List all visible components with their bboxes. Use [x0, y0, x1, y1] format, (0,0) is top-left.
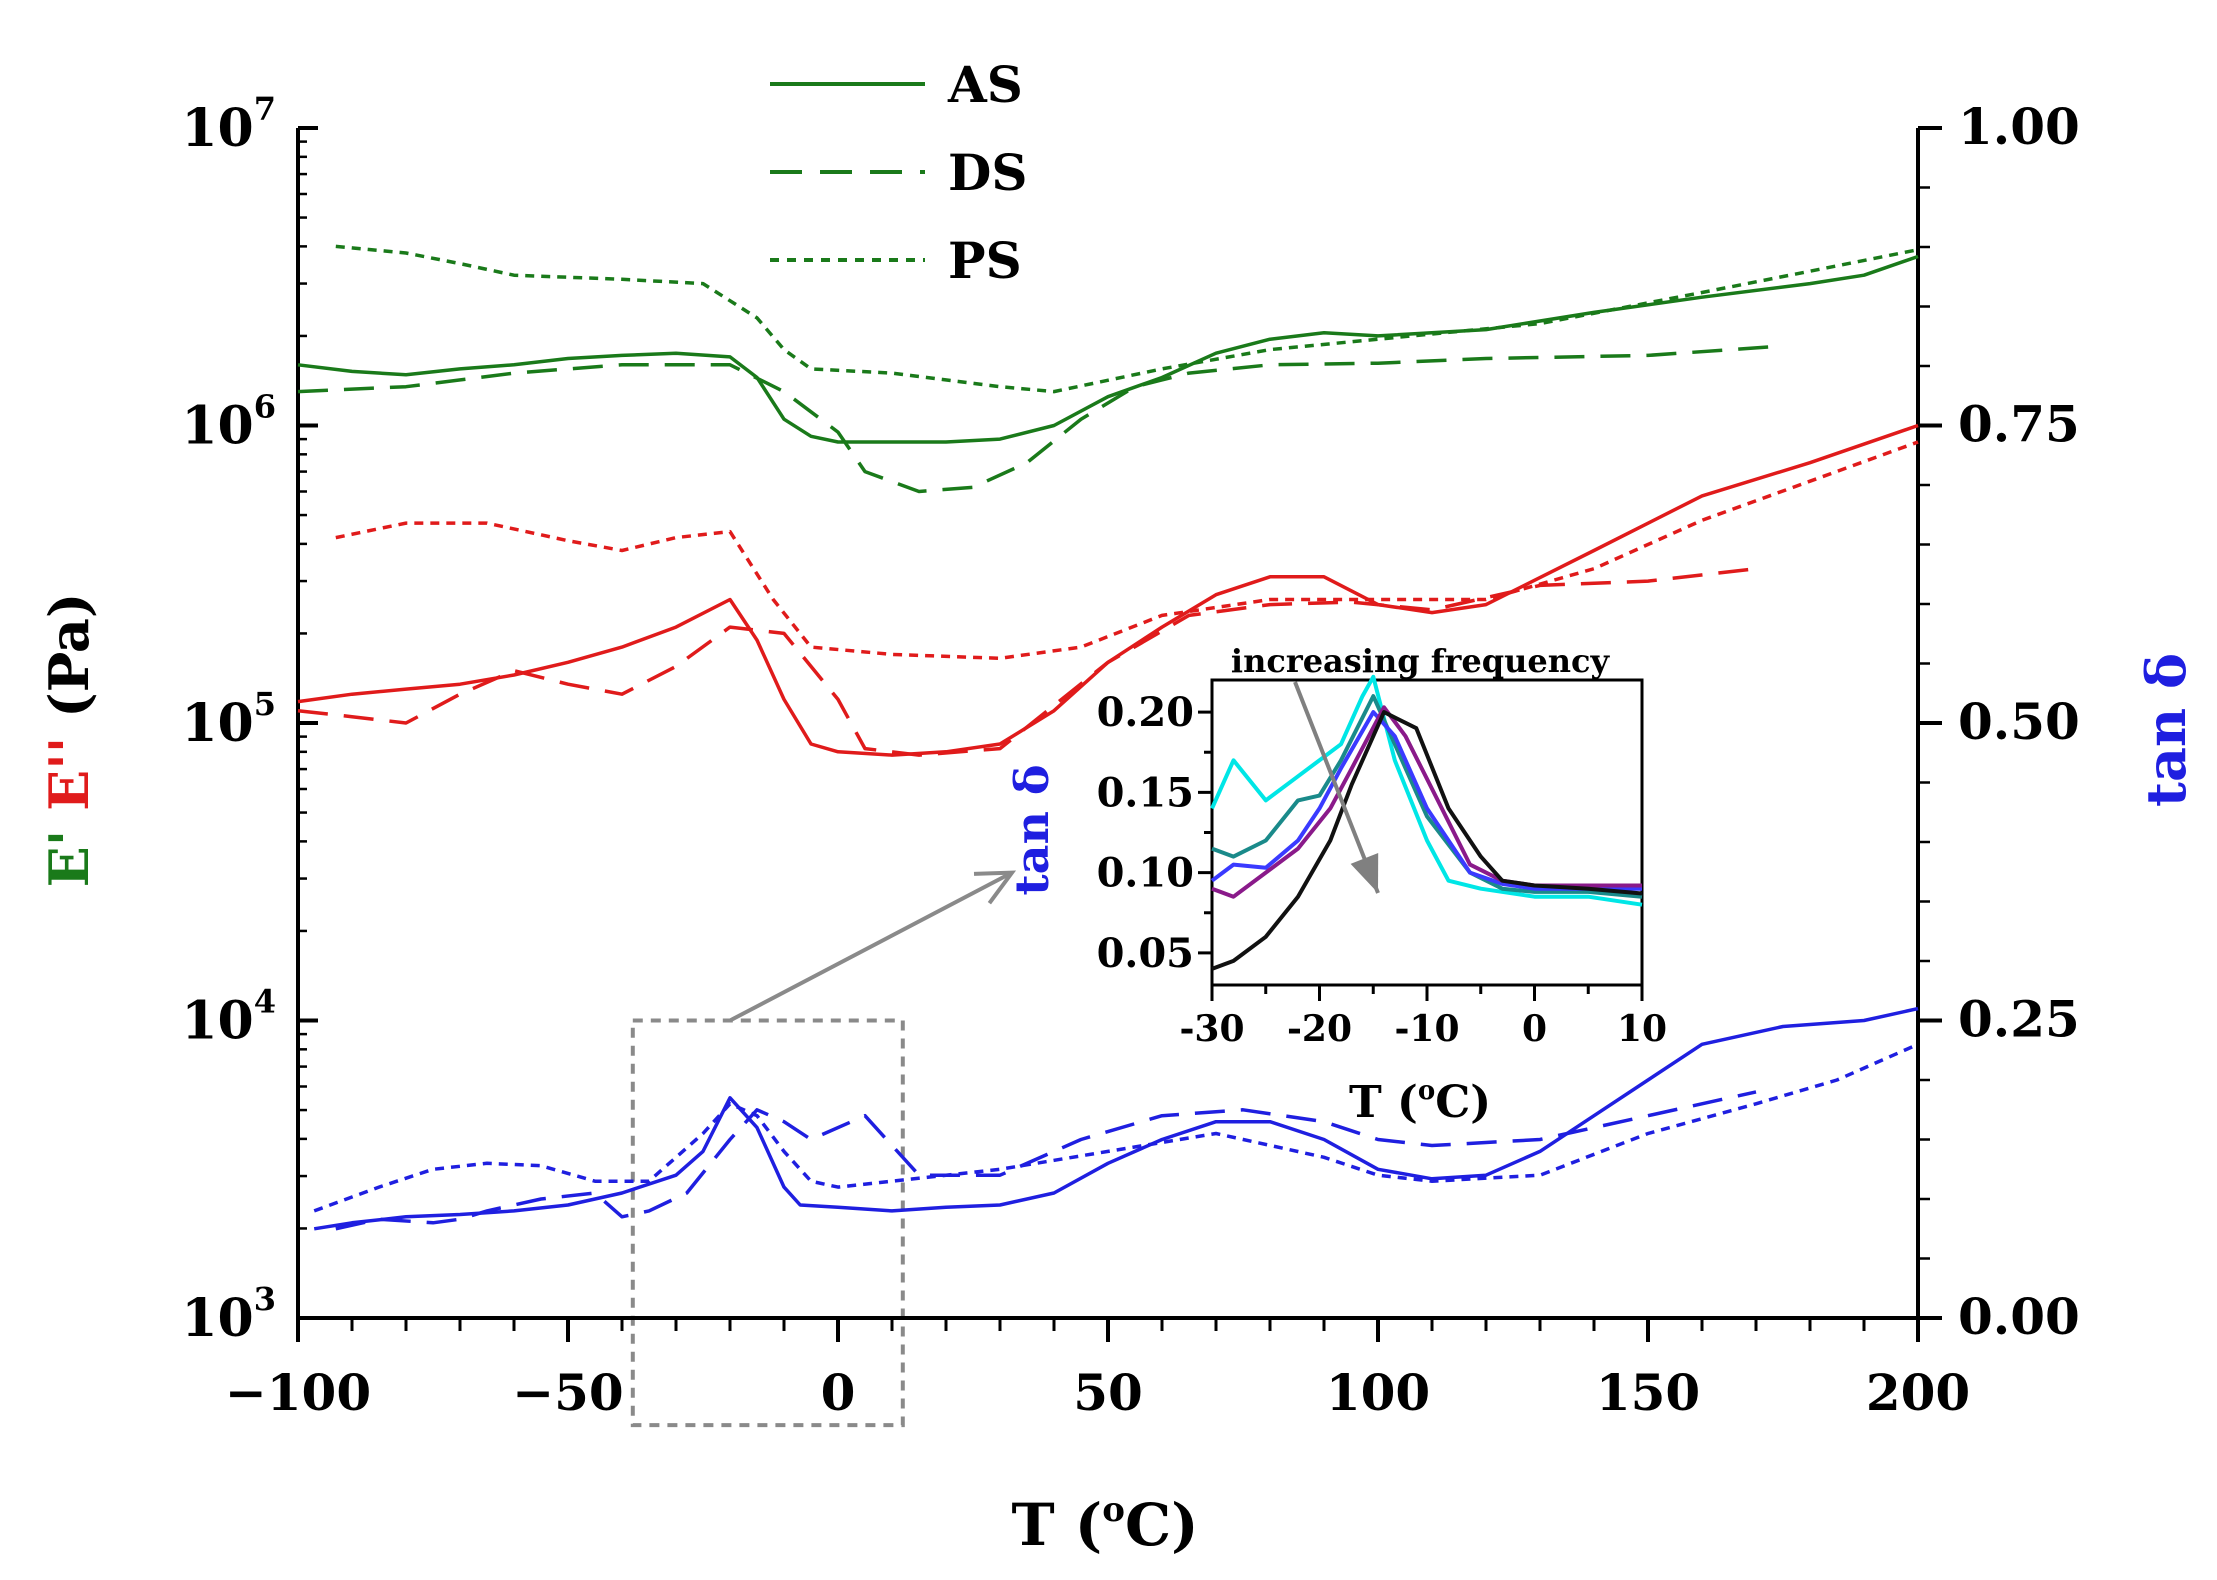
left-tick-label-exp: 7 [254, 90, 276, 128]
x-tick-label: 50 [1073, 1363, 1143, 1422]
x-tick-label: 0 [821, 1363, 856, 1422]
inset-x-title-base: T ( [1349, 1077, 1418, 1128]
x-tick-label: 100 [1326, 1363, 1430, 1422]
left-tick-label: 107 [181, 90, 276, 159]
inset-x-title-sup: o [1418, 1076, 1435, 1106]
series-line [335, 244, 1919, 394]
inset-y-tick-label: 0.10 [1097, 850, 1194, 897]
inset-chart: -30 -20 -10 0 10 0.05 0.10 0.15 0.20 increasing… [1005, 642, 1667, 1128]
inset-x-tick-label: -10 [1394, 1008, 1459, 1050]
right-axis-title: tan δ [2134, 653, 2198, 807]
left-tick-label-exp: 6 [254, 388, 276, 426]
series-line [335, 440, 1919, 661]
inset-x-title-end: C) [1435, 1077, 1491, 1128]
left-axis-title-unit: (Pa) [37, 593, 101, 737]
x-tick-label: −100 [225, 1363, 371, 1422]
inset-x-axis-title: T (oC) [1349, 1076, 1491, 1128]
zoom-arrow-line [729, 870, 1013, 1023]
legend-label: PS [948, 231, 1022, 290]
left-axis-title-e-double-prime: E'' [37, 737, 101, 830]
series-line [335, 1090, 1757, 1231]
right-tick-label: 0.00 [1958, 1287, 2080, 1346]
left-axis-title-e-prime: E' [37, 830, 101, 888]
inset-frame [1210, 678, 1644, 987]
x-tick-label: −50 [512, 1363, 623, 1422]
right-axis-ticks: 0.00 0.25 0.50 0.75 1.00 [1918, 97, 2080, 1346]
left-tick-label-base: 10 [181, 693, 253, 754]
left-tick-label: 106 [181, 388, 276, 457]
left-tick-label: 103 [181, 1280, 276, 1349]
left-tick-label-exp: 3 [254, 1280, 276, 1318]
x-axis-title-sup: o [1102, 1490, 1125, 1530]
left-tick-label-base: 10 [181, 991, 253, 1052]
inset-y-tick-label: 0.05 [1097, 930, 1194, 977]
inset-x-tick-label: -30 [1179, 1008, 1244, 1050]
x-axis-ticks: −100 −50 0 50 100 150 200 [225, 1318, 1970, 1422]
inset-x-tick-label: 0 [1522, 1008, 1547, 1050]
legend-label: AS [947, 55, 1023, 114]
series-layer [297, 244, 1919, 1231]
inset-y-axis-title: tan δ [1005, 764, 1059, 895]
left-tick-label: 104 [181, 983, 276, 1052]
x-axis-title-end: C) [1125, 1491, 1199, 1559]
inset-series-line [1210, 710, 1642, 891]
zoom-layer [630, 870, 1017, 1428]
increasing-frequency-arrow [1293, 681, 1380, 894]
inset-y-tick-label: 0.15 [1097, 769, 1194, 816]
series-line [297, 254, 1919, 444]
frequency-arrow-line [1293, 681, 1380, 894]
left-tick-label: 105 [181, 685, 276, 754]
left-tick-label-exp: 4 [254, 983, 276, 1021]
x-tick-label: 200 [1866, 1363, 1970, 1422]
inset-series-line [1211, 710, 1643, 971]
left-tick-label-base: 10 [181, 98, 253, 159]
series-line [313, 1006, 1919, 1231]
inset-y-ticks: 0.05 0.10 0.15 0.20 [1097, 689, 1212, 977]
inset-annotation: increasing frequency [1231, 642, 1611, 680]
inset-series-layer [1210, 674, 1643, 971]
right-tick-label: 0.25 [1958, 990, 2080, 1049]
inset-series-line [1211, 694, 1643, 899]
right-tick-label: 0.75 [1958, 395, 2080, 454]
legend: AS DS PS [770, 55, 1027, 290]
left-tick-label-base: 10 [181, 1288, 253, 1349]
left-tick-label-exp: 5 [254, 685, 276, 723]
left-tick-label-base: 10 [181, 396, 253, 457]
inset-x-tick-label: 10 [1617, 1008, 1667, 1050]
right-tick-label: 1.00 [1958, 97, 2080, 156]
zoom-arrow-head [973, 870, 1017, 905]
inset-x-tick-label: -20 [1287, 1008, 1352, 1050]
series-line [297, 344, 1784, 494]
x-axis-title-base: T ( [1011, 1491, 1102, 1559]
series-line [313, 1042, 1919, 1213]
inset-x-ticks: -30 -20 -10 0 10 [1179, 985, 1667, 1050]
right-tick-label: 0.50 [1958, 692, 2080, 751]
legend-label: DS [948, 143, 1027, 202]
series-line [297, 566, 1757, 757]
inset-y-tick-label: 0.20 [1097, 689, 1194, 736]
x-tick-label: 150 [1596, 1363, 1700, 1422]
left-axis-title: E' E'' (Pa) [37, 593, 101, 888]
x-axis-title: T (oC) [1011, 1490, 1198, 1559]
frequency-arrow-head [1350, 853, 1379, 893]
zoom-region-box [630, 1018, 905, 1428]
